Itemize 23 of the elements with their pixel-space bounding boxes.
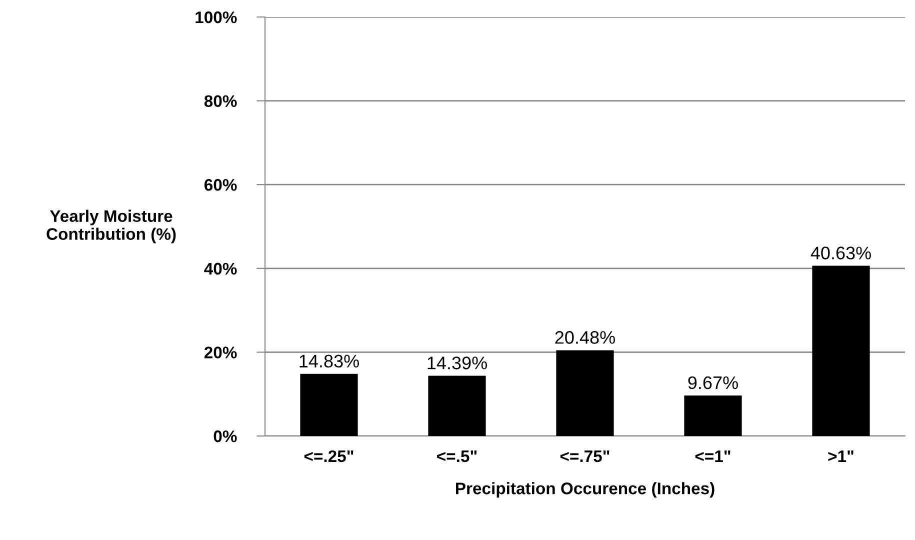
- bar: [684, 395, 742, 436]
- bar: [428, 376, 486, 436]
- data-label: 20.48%: [555, 331, 615, 344]
- data-label: 9.67%: [688, 376, 738, 390]
- data-label: 14.83%: [300, 354, 359, 368]
- bar: [812, 266, 870, 436]
- y-tick-label: 80%: [204, 95, 237, 108]
- bar: [556, 350, 614, 436]
- x-tick-label: <=.25": [304, 450, 354, 462]
- x-axis-title: Precipitation Occurence (Inches): [456, 482, 714, 498]
- y-tick-label: 0%: [214, 430, 237, 442]
- x-tick-label: <=.75": [560, 450, 610, 462]
- bar: [300, 374, 358, 436]
- x-tick-label: <=.5": [437, 450, 477, 462]
- y-tick-label: 20%: [204, 346, 237, 358]
- y-tick-label: 100%: [196, 11, 237, 24]
- data-label: 40.63%: [810, 246, 871, 260]
- data-label: 14.39%: [428, 356, 487, 370]
- x-tick-label: >1": [828, 450, 854, 462]
- x-tick-label: <=1": [695, 450, 730, 462]
- y-axis-title: Yearly Moisture Contribution (%): [46, 210, 176, 244]
- y-tick-label: 60%: [204, 179, 237, 191]
- y-tick-label: 40%: [204, 262, 237, 275]
